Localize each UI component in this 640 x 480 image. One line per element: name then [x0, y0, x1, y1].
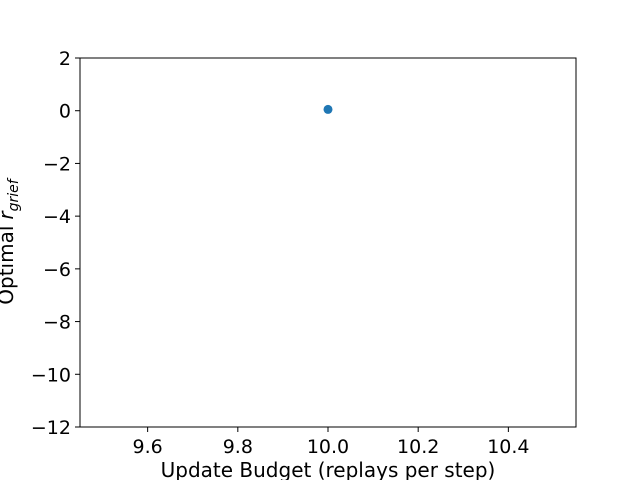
- x-tick-label: 9.8: [223, 436, 253, 458]
- y-tick-label: −12: [31, 417, 71, 439]
- data-marks: [323, 104, 333, 114]
- x-tick-label: 9.6: [133, 436, 163, 458]
- y-tick-label: −8: [43, 312, 71, 334]
- x-axis-ticks: 9.6 9.8 10.0 10.2 10.4: [133, 427, 530, 458]
- y-axis-label-symbol: r: [0, 210, 18, 220]
- data-point: [323, 104, 333, 114]
- y-tick-label: −4: [43, 206, 71, 228]
- y-axis-label-subscript: grief: [6, 177, 22, 211]
- y-axis-label: Optimal rgrief: [0, 177, 22, 305]
- y-tick-label: −6: [43, 259, 71, 281]
- y-axis-ticks: 2 0 −2 −4 −6 −8 −10 −12: [31, 48, 80, 439]
- x-tick-label: 10.0: [307, 436, 349, 458]
- y-tick-label: −10: [31, 364, 71, 386]
- x-axis-label: Update Budget (replays per step): [161, 458, 496, 480]
- y-tick-label: 2: [59, 48, 71, 70]
- y-tick-label: 0: [59, 101, 71, 123]
- y-tick-label: −2: [43, 153, 71, 175]
- x-tick-label: 10.4: [487, 436, 529, 458]
- x-tick-label: 10.2: [397, 436, 439, 458]
- y-axis-label-text: Optimal: [0, 226, 18, 305]
- plot-background: [80, 58, 576, 427]
